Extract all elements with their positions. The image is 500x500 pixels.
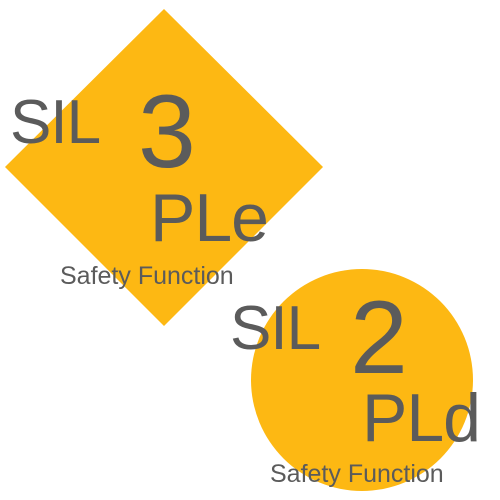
sil2-sil-label: SIL (230, 294, 321, 363)
sil2-pl-label: PLd (362, 380, 481, 456)
sil2-level-number: 2 (350, 280, 408, 396)
sil3-pl-label: PLe (150, 180, 269, 256)
sil2-circle-badge (251, 269, 473, 491)
sil3-diamond-badge (5, 9, 323, 326)
sil3-safety-function-caption: Safety Function (60, 262, 234, 290)
sil3-sil-label: SIL (10, 88, 101, 157)
sil3-level-number: 3 (138, 74, 196, 190)
sil2-safety-function-caption: Safety Function (270, 460, 444, 488)
